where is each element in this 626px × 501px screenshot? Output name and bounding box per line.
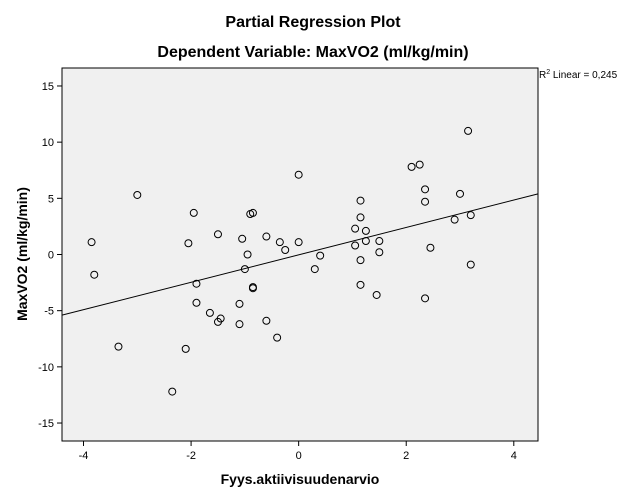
x-tick-label: -4 xyxy=(79,450,89,462)
scatter-point xyxy=(248,284,257,293)
y-axis-label: MaxVO2 (ml/kg/min) xyxy=(14,187,30,321)
x-tick-label: 4 xyxy=(511,450,517,462)
x-axis-label: Fyys.aktiivisuudenarvio xyxy=(221,471,380,487)
scatter-point xyxy=(356,213,365,222)
scatter-point xyxy=(310,265,319,274)
scatter-point xyxy=(243,250,252,259)
scatter-point xyxy=(189,208,198,217)
scatter-point xyxy=(456,189,465,198)
r-label: R xyxy=(539,70,546,81)
y-tick-label: 5 xyxy=(48,193,54,205)
scatter-point xyxy=(192,298,201,307)
chart-subtitle: Dependent Variable: MaxVO2 (ml/kg/min) xyxy=(157,44,468,61)
y-tick-label: -15 xyxy=(38,418,54,430)
scatter-point xyxy=(192,279,201,288)
y-tick-label: 10 xyxy=(42,137,54,149)
scatter-point xyxy=(407,162,416,171)
scatter-point xyxy=(426,243,435,252)
scatter-points xyxy=(87,126,475,396)
scatter-point xyxy=(421,294,430,303)
scatter-point xyxy=(421,197,430,206)
scatter-point xyxy=(450,215,459,224)
scatter-point xyxy=(372,290,381,299)
scatter-point xyxy=(351,241,360,250)
scatter-point xyxy=(235,320,244,329)
y-tick-label: 15 xyxy=(42,81,54,93)
scatter-point xyxy=(213,230,222,239)
scatter-point xyxy=(216,314,225,323)
r-value-text: Linear = 0,245 xyxy=(550,70,617,81)
scatter-point xyxy=(375,248,384,257)
scatter-point xyxy=(168,387,177,396)
x-axis: -4 -2 0 2 4 xyxy=(79,441,517,462)
y-tick-label: 0 xyxy=(48,250,54,262)
scatter-point xyxy=(466,211,475,220)
scatter-point xyxy=(181,344,190,353)
scatter-point xyxy=(262,232,271,241)
scatter-point xyxy=(273,333,282,342)
scatter-point xyxy=(294,170,303,179)
scatter-point xyxy=(361,237,370,246)
scatter-point xyxy=(375,237,384,246)
scatter-point xyxy=(235,299,244,308)
scatter-point xyxy=(316,251,325,260)
scatter-point xyxy=(248,208,257,217)
linear-fit-line xyxy=(61,193,539,316)
scatter-point xyxy=(466,260,475,269)
scatter-point xyxy=(351,224,360,233)
y-tick-label: -10 xyxy=(38,362,54,374)
scatter-point xyxy=(421,185,430,194)
scatter-point xyxy=(114,342,123,351)
y-tick-label: -5 xyxy=(44,306,54,318)
scatter-point xyxy=(361,226,370,235)
y-axis: -15 -10 -5 0 5 10 15 xyxy=(38,81,62,430)
scatter-point xyxy=(275,238,284,247)
scatter-point xyxy=(464,126,473,135)
scatter-point xyxy=(133,190,142,199)
chart-title: Partial Regression Plot xyxy=(225,14,401,31)
x-tick-label: 2 xyxy=(403,450,409,462)
scatter-point xyxy=(205,308,214,317)
scatter-point xyxy=(238,234,247,243)
scatter-point xyxy=(356,196,365,205)
scatter-point xyxy=(356,280,365,289)
scatter-point xyxy=(356,256,365,265)
scatter-point xyxy=(90,270,99,279)
x-tick-label: 0 xyxy=(296,450,302,462)
r-superscript: 2 xyxy=(546,69,550,76)
x-tick-label: -2 xyxy=(186,450,196,462)
scatter-point xyxy=(281,246,290,255)
scatter-point xyxy=(262,316,271,325)
scatter-point xyxy=(415,160,424,169)
r-squared-annotation: R2 Linear = 0,245 xyxy=(539,69,618,81)
scatter-point xyxy=(294,238,303,247)
scatter-point xyxy=(240,265,249,274)
scatter-point xyxy=(184,239,193,248)
scatter-point xyxy=(87,238,96,247)
